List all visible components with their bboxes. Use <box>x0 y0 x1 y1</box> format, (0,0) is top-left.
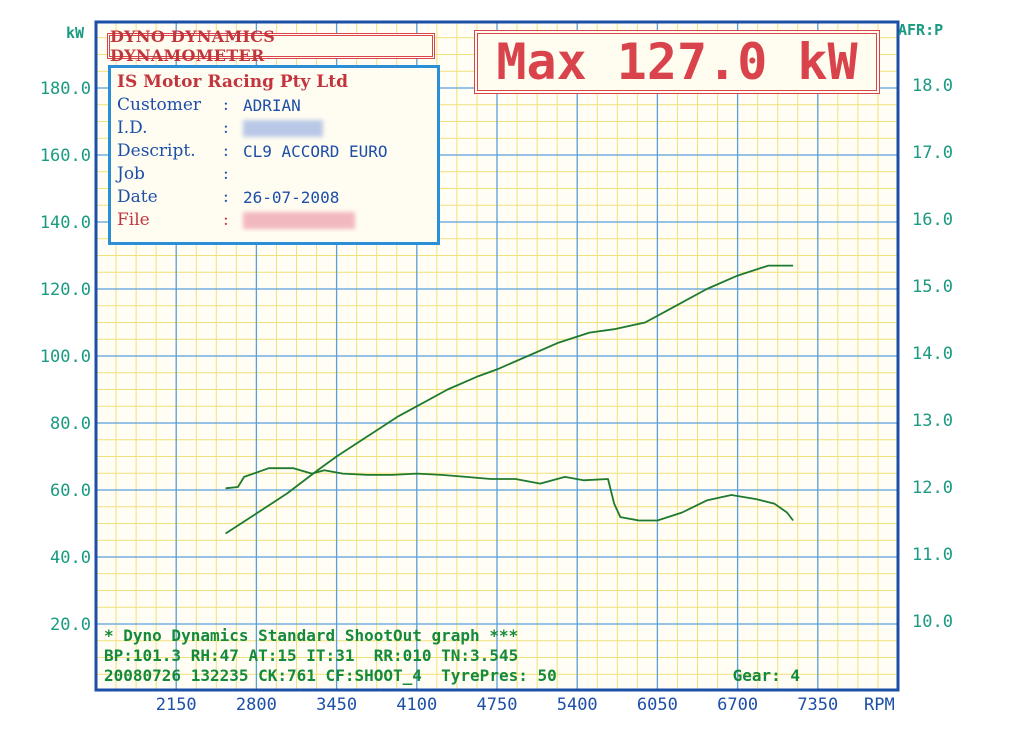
info-value: CL9 ACCORD EURO <box>243 142 388 161</box>
info-row-customer: Customer : ADRIAN <box>117 95 301 115</box>
x-tick-label: 4100 <box>396 695 437 715</box>
left-tick-label: 20.0 <box>50 615 91 635</box>
x-tick-label: 6700 <box>717 695 758 715</box>
info-key: Customer <box>117 95 202 115</box>
x-tick-label: 2800 <box>236 695 277 715</box>
info-key: Job <box>117 164 145 184</box>
info-value: 26-07-2008 <box>243 188 340 207</box>
afr-curve <box>225 467 794 522</box>
series-group <box>225 264 794 535</box>
right-tick-label: 15.0 <box>912 277 953 297</box>
power-curve <box>225 264 794 535</box>
left-axis-unit: kW <box>66 24 85 42</box>
footer-line-3: 20080726 132235 CK:761 CF:SHOOT_4 TyrePr… <box>104 666 900 686</box>
info-row-file: File : <box>117 209 431 232</box>
info-key: Descript. <box>117 141 196 161</box>
x-tick-label: 4750 <box>477 695 518 715</box>
right-tick-label: 13.0 <box>912 411 953 431</box>
info-box: IS Motor Racing Pty Ltd Customer : ADRIA… <box>108 65 440 245</box>
footer-line-1: * Dyno Dynamics Standard ShootOut graph … <box>104 626 519 645</box>
left-tick-label: 180.0 <box>40 79 91 99</box>
left-tick-label: 60.0 <box>50 481 91 501</box>
footer-line-2: BP:101.3 RH:47 AT:15 IT:31 RR:010 TN:3.5… <box>104 646 519 665</box>
info-key: Date <box>117 187 158 207</box>
info-key: I.D. <box>117 118 148 138</box>
right-axis-unit: AFR:P <box>898 21 943 39</box>
right-tick-label: 12.0 <box>912 478 953 498</box>
info-row-date: Date : 26-07-2008 <box>117 187 340 207</box>
max-power-box: Max 127.0 kW <box>474 30 880 94</box>
x-tick-label: 2150 <box>156 695 197 715</box>
footer-info: * Dyno Dynamics Standard ShootOut graph … <box>104 626 900 686</box>
gear-label: Gear: 4 <box>732 666 800 685</box>
right-tick-label: 14.0 <box>912 344 953 364</box>
info-key: File <box>117 210 150 230</box>
left-tick-label: 160.0 <box>40 146 91 166</box>
dyno-banner: DYNO DYNAMICS DYNAMOMETER <box>107 27 435 65</box>
info-row-description: Descript. : CL9 ACCORD EURO <box>117 141 388 161</box>
info-value: ADRIAN <box>243 96 301 115</box>
info-row-job: Job : <box>117 164 229 184</box>
right-tick-label: 16.0 <box>912 210 953 230</box>
x-tick-label: 6050 <box>637 695 678 715</box>
tick-labels: 20.0 40.0 60.0 80.0 100.0 120.0 140.0 160.0 180.… <box>40 76 953 715</box>
footer-params: 20080726 132235 CK:761 CF:SHOOT_4 TyrePr… <box>104 666 557 685</box>
x-axis-unit: RPM <box>864 695 895 715</box>
info-row-id: I.D. : <box>117 117 431 140</box>
left-tick-label: 140.0 <box>40 213 91 233</box>
x-tick-label: 7350 <box>797 695 838 715</box>
x-tick-label: 5400 <box>557 695 598 715</box>
right-tick-label: 11.0 <box>912 545 953 565</box>
x-tick-label: 3450 <box>316 695 357 715</box>
right-tick-label: 17.0 <box>912 143 953 163</box>
left-tick-label: 100.0 <box>40 347 91 367</box>
right-tick-label: 18.0 <box>912 76 953 96</box>
redacted-id <box>243 120 323 137</box>
redacted-file <box>243 212 355 229</box>
right-tick-label: 10.0 <box>912 612 953 632</box>
left-tick-label: 80.0 <box>50 414 91 434</box>
left-tick-label: 120.0 <box>40 280 91 300</box>
company-name: IS Motor Racing Pty Ltd <box>117 72 349 92</box>
left-tick-label: 40.0 <box>50 548 91 568</box>
plot-frame <box>94 20 900 692</box>
